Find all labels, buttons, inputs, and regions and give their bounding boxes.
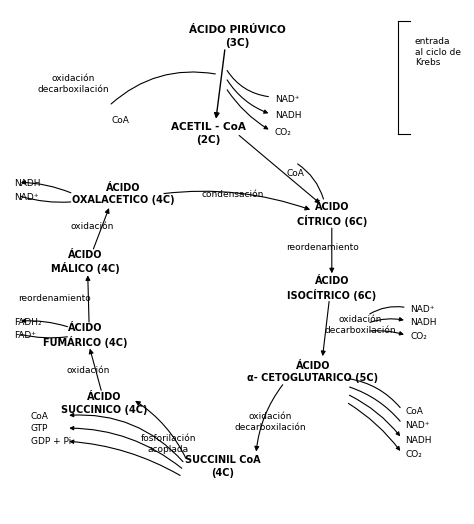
Text: ÁCIDO PIRÚVICO
(3C): ÁCIDO PIRÚVICO (3C): [189, 26, 285, 48]
Text: CoA: CoA: [405, 407, 423, 416]
Text: CoA: CoA: [31, 412, 49, 421]
Text: ACETIL - CoA
(2C): ACETIL - CoA (2C): [171, 123, 246, 145]
Text: ÁCIDO
OXALACETICO (4C): ÁCIDO OXALACETICO (4C): [72, 183, 174, 205]
Text: FADH₂: FADH₂: [14, 318, 42, 327]
Text: FAD⁺: FAD⁺: [14, 331, 36, 340]
Text: oxidación
decarboxilación: oxidación decarboxilación: [37, 74, 109, 94]
Text: ÁCIDO
SUCCINICO (4C): ÁCIDO SUCCINICO (4C): [61, 392, 147, 414]
Text: reordenamiento: reordenamiento: [18, 294, 91, 303]
Text: condensación: condensación: [201, 190, 264, 200]
Text: ÁCIDO
ISOCÍTRICO (6C): ÁCIDO ISOCÍTRICO (6C): [287, 276, 376, 301]
Text: oxidación
decarboxilación: oxidación decarboxilación: [324, 315, 396, 335]
Text: ÁCIDO
CÍTRICO (6C): ÁCIDO CÍTRICO (6C): [297, 202, 367, 227]
Text: NAD⁺: NAD⁺: [14, 192, 39, 202]
Text: NADH: NADH: [275, 111, 301, 120]
Text: oxidación: oxidación: [71, 222, 114, 232]
Text: NADH: NADH: [405, 435, 432, 445]
Text: ÁCIDO
α- CETOGLUTARICO (5C): ÁCIDO α- CETOGLUTARICO (5C): [247, 361, 378, 383]
Text: NAD⁺: NAD⁺: [405, 421, 430, 430]
Text: NAD⁺: NAD⁺: [410, 304, 435, 314]
Text: oxidación
decarboxilación: oxidación decarboxilación: [234, 412, 306, 432]
Text: NAD⁺: NAD⁺: [275, 95, 300, 104]
Text: oxidación: oxidación: [66, 366, 109, 375]
Text: CoA: CoA: [287, 169, 305, 179]
Text: CoA: CoA: [111, 116, 129, 125]
Text: ÁCIDO
MÁLICO (4C): ÁCIDO MÁLICO (4C): [51, 249, 120, 275]
Text: GDP + Pi: GDP + Pi: [31, 437, 71, 446]
Text: CO₂: CO₂: [405, 450, 422, 460]
Text: ÁCIDO
FUMÁRICO (4C): ÁCIDO FUMÁRICO (4C): [43, 323, 128, 348]
Text: NADH: NADH: [410, 318, 437, 327]
Text: GTP: GTP: [31, 424, 48, 433]
Text: SUCCINIL CoA
(4C): SUCCINIL CoA (4C): [185, 455, 261, 477]
Text: reordenamiento: reordenamiento: [286, 243, 359, 253]
Text: CO₂: CO₂: [410, 332, 427, 341]
Text: CO₂: CO₂: [275, 127, 292, 137]
Text: fosforilación
acoplada: fosforilación acoplada: [140, 434, 196, 454]
Text: NADH: NADH: [14, 179, 41, 188]
Text: entrada
al ciclo de
Krebs: entrada al ciclo de Krebs: [415, 38, 461, 67]
